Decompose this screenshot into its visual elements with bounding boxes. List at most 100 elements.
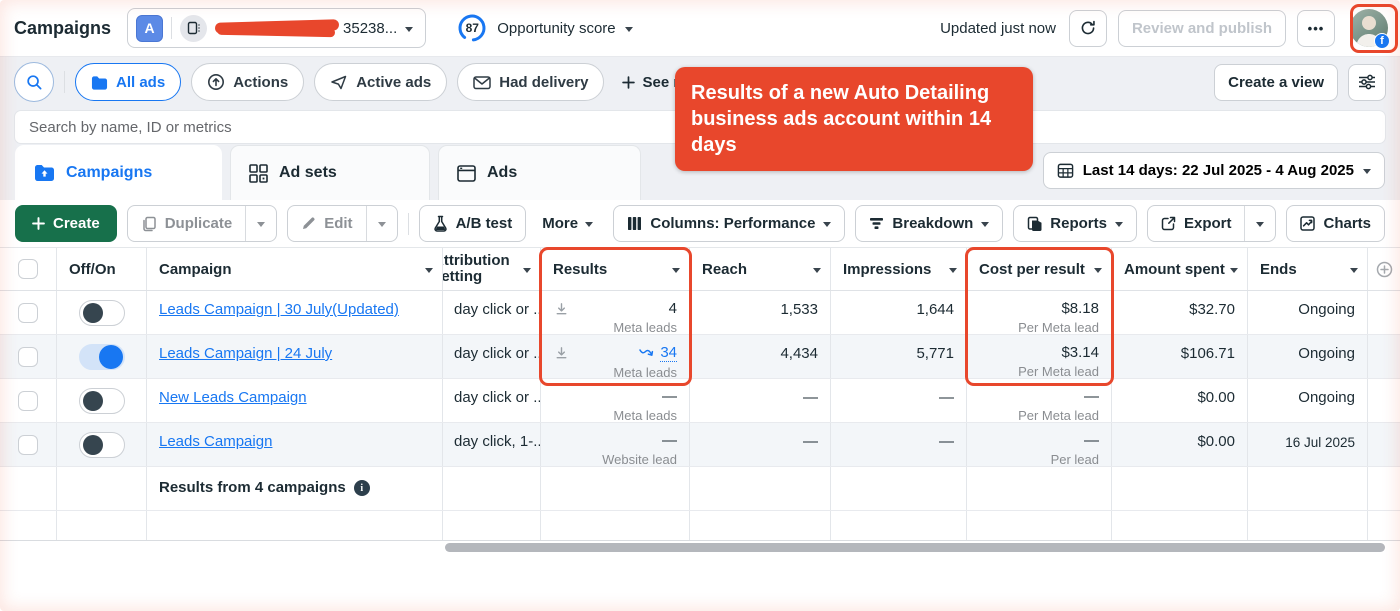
header-add-column[interactable] (1368, 248, 1400, 290)
breakdown-button[interactable]: Breakdown (855, 205, 1004, 242)
facebook-badge-icon: f (1374, 33, 1390, 49)
create-a-view-button[interactable]: Create a view (1214, 63, 1338, 101)
header-amount-spent[interactable]: Amount spent (1112, 248, 1248, 290)
edit-button[interactable]: Edit (288, 206, 365, 241)
duplicate-dropdown[interactable] (245, 206, 276, 241)
chevron-down-icon (257, 222, 266, 231)
empty-cell (57, 511, 147, 540)
sort-caret-icon (1094, 267, 1102, 277)
attribution-cell: day click or ... (443, 335, 541, 378)
tab-ad-sets[interactable]: Ad sets (230, 145, 430, 200)
adjust-filters-button[interactable] (1348, 63, 1386, 101)
profile-menu[interactable]: f (1350, 9, 1390, 49)
edit-label: Edit (324, 215, 353, 232)
campaign-link[interactable]: Leads Campaign | 30 July(Updated) (159, 301, 399, 318)
cpr-value: — (1084, 388, 1099, 405)
export-icon (1161, 216, 1176, 231)
summary-label: Results from 4 campaigns (159, 479, 346, 496)
empty-cell (1112, 511, 1248, 540)
filter-pill-active-ads[interactable]: Active ads (314, 63, 448, 101)
pill-label: Had delivery (499, 73, 589, 91)
envelope-icon (473, 75, 491, 89)
campaign-toggle-off[interactable] (78, 299, 125, 326)
campaigns-table: Off/On Campaign Attribution setting Resu… (0, 247, 1400, 541)
tab-ads[interactable]: Ads (438, 145, 641, 200)
ab-test-button[interactable]: A/B test (418, 205, 527, 242)
export-button[interactable]: Export (1148, 206, 1245, 241)
filter-pill-actions[interactable]: Actions (191, 63, 305, 101)
edit-dropdown[interactable] (365, 206, 397, 241)
header-results[interactable]: Results (541, 248, 690, 290)
header-ends[interactable]: Ends (1248, 248, 1368, 290)
horizontal-scrollbar-thumb[interactable] (445, 543, 1385, 552)
select-all-checkbox[interactable] (18, 259, 38, 279)
row-checkbox[interactable] (18, 346, 38, 367)
date-range-selector[interactable]: Last 14 days: 22 Jul 2025 - 4 Aug 2025 (1042, 152, 1385, 189)
filter-bar: All ads Actions Active ads Had delivery … (14, 62, 1386, 102)
chevron-down-icon (377, 222, 386, 231)
opportunity-score[interactable]: 87 Opportunity score (456, 12, 633, 44)
search-button[interactable] (14, 62, 54, 102)
header-impressions[interactable]: Impressions (831, 248, 967, 290)
empty-cell (831, 467, 967, 510)
header-cost-per-result[interactable]: Cost per result (967, 248, 1112, 290)
account-id-tail: 35238... (343, 19, 398, 37)
export-dropdown[interactable] (1244, 206, 1275, 241)
empty-cell (1368, 291, 1400, 334)
pill-label: All ads (116, 73, 166, 91)
more-label: More (542, 215, 579, 232)
opportunity-score-value: 87 (465, 21, 479, 35)
chevron-down-icon (981, 222, 990, 231)
results-sub-label: Website lead (602, 452, 677, 466)
more-options-button[interactable]: ••• (1297, 9, 1335, 47)
amount-spent-cell: $0.00 (1112, 423, 1248, 466)
amount-spent-cell: $32.70 (1112, 291, 1248, 334)
campaign-toggle-on[interactable] (78, 343, 125, 370)
duplicate-button[interactable]: Duplicate (128, 206, 246, 241)
refresh-button[interactable] (1068, 9, 1107, 47)
results-cell: 34 Meta leads (541, 335, 690, 378)
campaign-toggle-off[interactable] (78, 431, 125, 458)
charts-button[interactable]: Charts (1286, 205, 1385, 242)
breakdown-icon (870, 218, 884, 229)
header-attribution-setting[interactable]: Attribution setting (443, 248, 541, 290)
columns-button[interactable]: Columns: Performance (613, 205, 846, 242)
row-toggle-cell (57, 291, 147, 334)
reports-button[interactable]: Reports (1013, 205, 1137, 242)
results-value[interactable]: 34 (660, 344, 677, 362)
ellipsis-icon: ••• (1307, 20, 1325, 36)
folder-icon (91, 75, 108, 90)
table-row: New Leads Campaign day click or ... — Met… (0, 379, 1400, 423)
row-select-cell (0, 335, 57, 378)
columns-label: Columns: Performance (650, 215, 816, 232)
content-area: Create Duplicate Edit A/B test More (0, 200, 1400, 611)
row-checkbox[interactable] (18, 390, 38, 411)
empty-cell (0, 467, 57, 510)
empty-cell (690, 511, 831, 540)
results-value: — (662, 432, 677, 449)
header-campaign[interactable]: Campaign (147, 248, 443, 290)
campaign-link[interactable]: Leads Campaign | 24 July (159, 345, 333, 362)
impressions-cell: — (831, 423, 967, 466)
filter-pill-all-ads[interactable]: All ads (75, 63, 182, 101)
row-checkbox[interactable] (18, 302, 38, 323)
campaign-toggle-off[interactable] (78, 387, 125, 414)
more-menu[interactable]: More (536, 215, 599, 232)
columns-icon (628, 217, 642, 230)
campaign-link[interactable]: Leads Campaign (159, 433, 273, 450)
ad-account-selector[interactable]: A 35238... (127, 8, 427, 48)
campaign-link[interactable]: New Leads Campaign (159, 389, 307, 406)
filter-pill-had-delivery[interactable]: Had delivery (457, 63, 605, 101)
tab-campaigns[interactable]: Campaigns (15, 145, 222, 200)
empty-cell (443, 467, 541, 510)
create-button[interactable]: Create (15, 205, 117, 242)
info-icon[interactable]: i (353, 480, 370, 496)
review-and-publish-button[interactable]: Review and publish (1117, 9, 1286, 47)
header-reach[interactable]: Reach (690, 248, 831, 290)
row-checkbox[interactable] (18, 434, 38, 455)
campaign-toolbar: Create Duplicate Edit A/B test More (15, 205, 1385, 242)
cost-per-result-cell: — Per lead (967, 423, 1112, 466)
ends-cell: Ongoing (1248, 291, 1368, 334)
top-bar-actions: Updated just now Review and publish ••• … (940, 9, 1390, 49)
chevron-down-icon (624, 26, 633, 36)
